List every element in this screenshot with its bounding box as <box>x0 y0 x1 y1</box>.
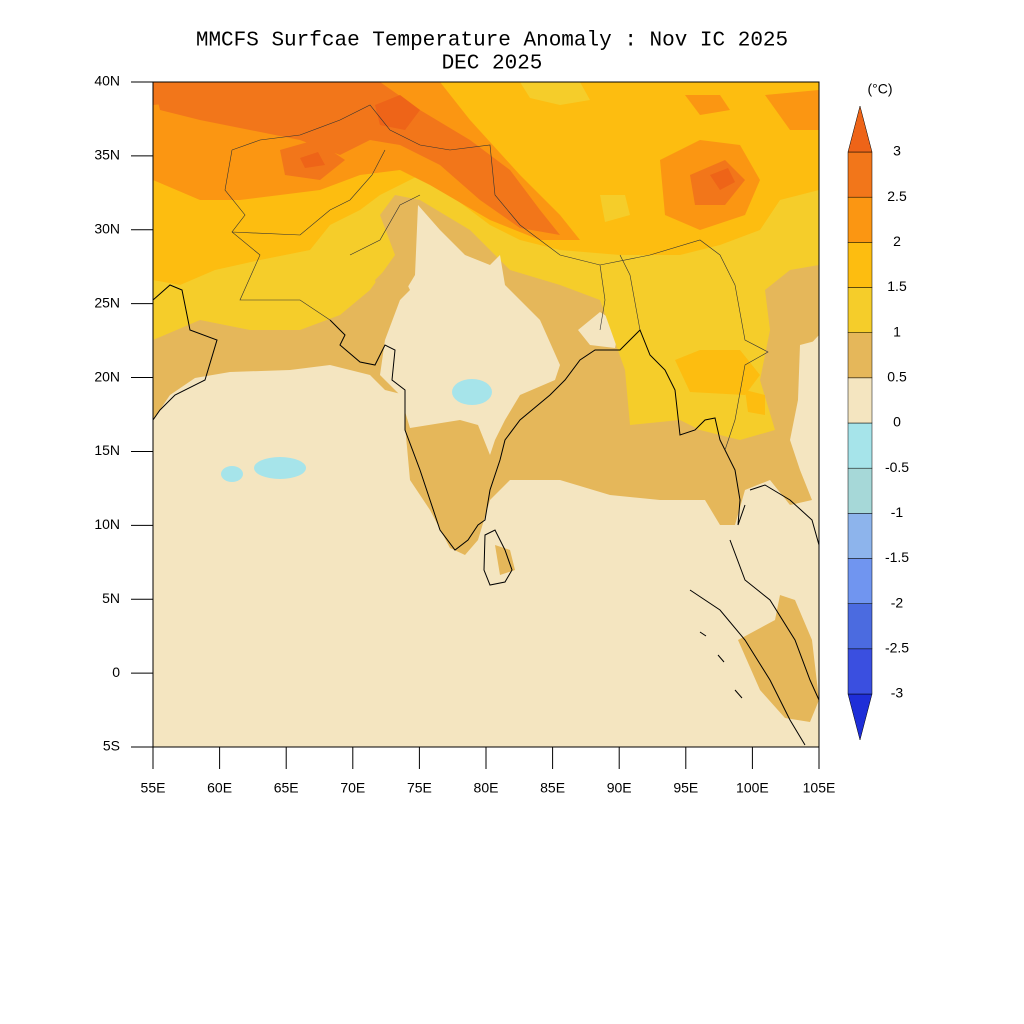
colorbar-label: 0.5 <box>887 369 907 385</box>
x-tick-label: 100E <box>736 780 769 796</box>
field-region <box>578 312 819 480</box>
field-region <box>254 457 306 479</box>
colorbar-segment <box>847 151 873 198</box>
colorbar-segment <box>847 603 873 650</box>
colorbar-label: 2 <box>893 233 901 249</box>
colorbar-segment <box>847 242 873 288</box>
title: MMCFS Surfcae Temperature Anomaly : Nov … <box>196 30 788 53</box>
y-tick-label: 25N <box>94 294 120 310</box>
field-region <box>520 82 630 222</box>
colorbar-label: -2.5 <box>885 640 909 656</box>
y-tick-label: 5N <box>102 590 120 606</box>
colorbar-label: 3 <box>893 143 901 159</box>
colorbar-segment <box>847 332 873 379</box>
colorbar-segment <box>847 422 873 469</box>
field-region <box>452 379 492 405</box>
y-tick-label: 20N <box>94 368 120 384</box>
x-tick-label: 80E <box>474 780 499 796</box>
x-tick-label: 85E <box>540 780 565 796</box>
y-tick-label: 30N <box>94 220 120 236</box>
colorbar-label: -3 <box>891 685 904 701</box>
colorbar-label: 1 <box>893 323 901 339</box>
colorbar-label: -0.5 <box>885 459 909 475</box>
field-region <box>300 95 735 190</box>
y-tick-label: 0 <box>112 664 120 680</box>
colorbar-label: -1.5 <box>885 549 909 565</box>
colorbar-segment <box>847 196 873 243</box>
y-tick-label: 35N <box>94 147 120 163</box>
subtitle: DEC 2025 <box>442 53 543 76</box>
field-region <box>221 466 243 482</box>
x-tick-label: 65E <box>274 780 299 796</box>
x-tick-label: 75E <box>407 780 432 796</box>
coastline <box>483 529 513 586</box>
x-tick-label: 60E <box>207 780 232 796</box>
colorbar-extend <box>847 693 873 741</box>
field-region <box>495 545 819 722</box>
x-tick-label: 95E <box>673 780 698 796</box>
coastline <box>153 284 746 551</box>
x-tick-label: 105E <box>803 780 836 796</box>
map-field <box>153 82 819 747</box>
y-tick-label: 40N <box>94 73 120 89</box>
colorbar-label: 0 <box>893 414 901 430</box>
colorbar-unit: (°C) <box>867 81 892 97</box>
y-tick-label: 5S <box>103 738 120 754</box>
y-tick-label: 10N <box>94 516 120 532</box>
field-region <box>153 82 745 235</box>
x-tick-label: 70E <box>340 780 365 796</box>
field-region <box>380 205 560 455</box>
colorbar-label: -2 <box>891 594 904 610</box>
colorbar-label: -1 <box>891 504 904 520</box>
x-tick-label: 90E <box>607 780 632 796</box>
field-region <box>375 260 410 300</box>
y-tick-label: 15N <box>94 442 120 458</box>
colorbar-label: 1.5 <box>887 278 907 294</box>
colorbar-extend <box>847 105 873 153</box>
country-border <box>224 104 769 451</box>
colorbar-segment <box>847 558 873 604</box>
colorbar-segment <box>847 377 873 424</box>
x-tick-label: 55E <box>141 780 166 796</box>
colorbar-label: 2.5 <box>887 188 907 204</box>
coastline <box>689 484 819 746</box>
colorbar-segment <box>847 648 873 695</box>
colorbar-segment <box>847 467 873 514</box>
colorbar-segment <box>847 513 873 559</box>
colorbar-segment <box>847 287 873 333</box>
